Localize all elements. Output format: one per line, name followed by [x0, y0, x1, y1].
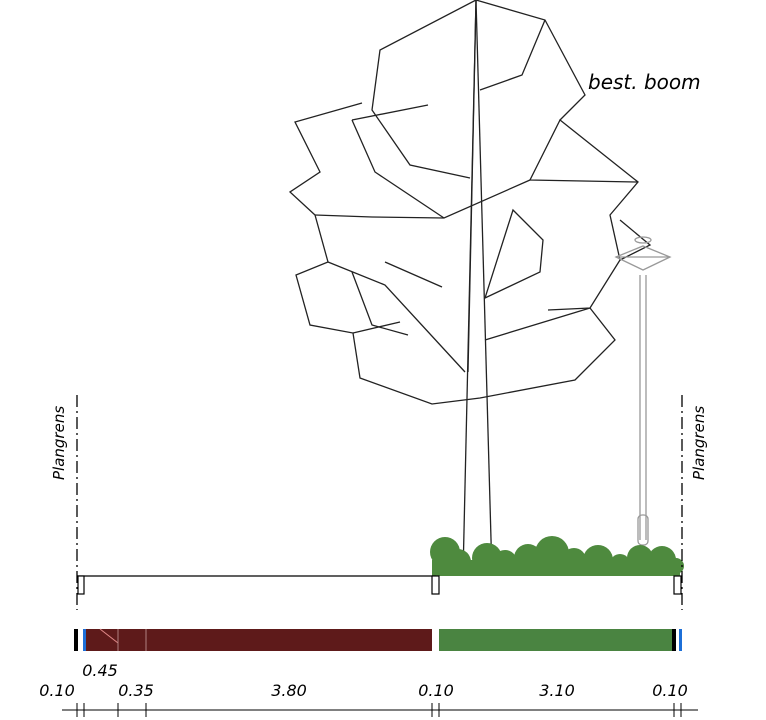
boundary-label: Plangrens — [690, 406, 708, 480]
crown-outline — [528, 119, 639, 183]
shrubs — [430, 536, 684, 576]
crown-outline — [479, 19, 546, 91]
crown-outline — [351, 271, 409, 336]
crown-outline — [371, 0, 477, 179]
crown-outline — [327, 261, 466, 373]
crown-outline — [484, 307, 591, 341]
crown-outline — [475, 0, 639, 311]
dimension-line — [62, 703, 698, 717]
trunk — [475, 0, 493, 576]
trunk — [467, 0, 477, 373]
crown-outline — [351, 119, 445, 219]
dimension-label: 0.45 — [82, 661, 118, 680]
crown-outline — [483, 208, 544, 300]
tree-crown — [288, 0, 652, 576]
crown-outline — [288, 102, 616, 405]
lamp — [614, 236, 672, 546]
crown-outline — [384, 261, 443, 288]
dimension-label: 0.10 — [39, 681, 75, 700]
dimension-label: 0.10 — [652, 681, 688, 700]
dimension-label: 0.35 — [118, 681, 154, 700]
dimension-label: 3.80 — [271, 681, 307, 700]
boundaries — [76, 395, 683, 610]
boundary-label: Plangrens — [50, 406, 68, 480]
crown-outline — [352, 321, 401, 334]
tree-label: best. boom — [588, 70, 701, 94]
profile — [77, 575, 682, 595]
crown-outline — [619, 219, 652, 261]
dimension-label: 3.10 — [539, 681, 575, 700]
crown-outline — [314, 179, 531, 219]
crown-outline — [351, 104, 429, 121]
dimension-label: 0.10 — [418, 681, 454, 700]
surface-strip — [74, 628, 682, 651]
